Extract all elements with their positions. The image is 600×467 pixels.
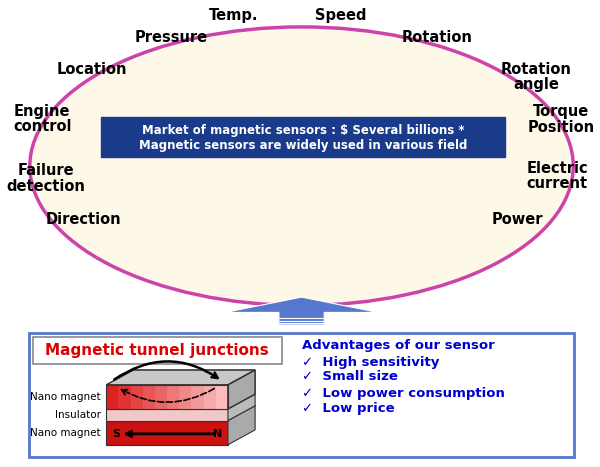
FancyBboxPatch shape bbox=[29, 333, 574, 457]
Text: Nano magnet: Nano magnet bbox=[30, 392, 101, 402]
Text: Torque: Torque bbox=[533, 104, 589, 120]
Text: ✓  Small size: ✓ Small size bbox=[302, 370, 397, 383]
Text: S: S bbox=[112, 429, 120, 439]
FancyBboxPatch shape bbox=[32, 338, 282, 364]
Polygon shape bbox=[179, 385, 191, 409]
Text: Pressure: Pressure bbox=[135, 30, 208, 45]
Text: ✓  High sensitivity: ✓ High sensitivity bbox=[302, 356, 439, 369]
Text: Speed: Speed bbox=[316, 8, 367, 23]
Polygon shape bbox=[191, 385, 203, 409]
Text: Engine: Engine bbox=[14, 104, 71, 120]
Ellipse shape bbox=[30, 27, 573, 305]
Text: Rotation: Rotation bbox=[501, 62, 572, 77]
Text: Nano magnet: Nano magnet bbox=[30, 428, 101, 438]
Text: ✓  Low power consumption: ✓ Low power consumption bbox=[302, 387, 505, 400]
Polygon shape bbox=[106, 385, 118, 409]
Text: detection: detection bbox=[6, 179, 85, 194]
Text: ✓  Low price: ✓ Low price bbox=[302, 402, 394, 415]
Polygon shape bbox=[106, 394, 255, 409]
Polygon shape bbox=[203, 385, 216, 409]
Text: Power: Power bbox=[492, 212, 544, 227]
Text: Magnetic sensors are widely used in various field: Magnetic sensors are widely used in vari… bbox=[139, 139, 467, 152]
Text: Magnetic tunnel junctions: Magnetic tunnel junctions bbox=[46, 343, 269, 359]
Text: Direction: Direction bbox=[46, 212, 121, 227]
FancyBboxPatch shape bbox=[101, 117, 505, 157]
Text: Insulator: Insulator bbox=[55, 410, 101, 420]
Polygon shape bbox=[228, 394, 255, 421]
Text: Position: Position bbox=[527, 120, 595, 135]
Text: control: control bbox=[13, 119, 71, 134]
Text: Market of magnetic sensors : $ Several billions *: Market of magnetic sensors : $ Several b… bbox=[142, 124, 464, 137]
Polygon shape bbox=[106, 406, 255, 421]
Polygon shape bbox=[225, 297, 378, 325]
Polygon shape bbox=[216, 385, 228, 409]
Polygon shape bbox=[118, 385, 131, 409]
Text: Rotation: Rotation bbox=[402, 30, 473, 45]
Text: Advantages of our sensor: Advantages of our sensor bbox=[302, 340, 494, 352]
Text: Failure: Failure bbox=[17, 163, 74, 178]
Polygon shape bbox=[106, 421, 228, 445]
Polygon shape bbox=[106, 409, 228, 421]
Polygon shape bbox=[143, 385, 155, 409]
Polygon shape bbox=[106, 370, 255, 385]
Text: N: N bbox=[213, 429, 222, 439]
Text: Electric: Electric bbox=[527, 161, 588, 176]
Text: current: current bbox=[527, 177, 588, 191]
Polygon shape bbox=[167, 385, 179, 409]
Polygon shape bbox=[155, 385, 167, 409]
Text: Temp.: Temp. bbox=[209, 8, 259, 23]
Polygon shape bbox=[228, 370, 255, 409]
Polygon shape bbox=[131, 385, 143, 409]
Text: Location: Location bbox=[57, 62, 127, 77]
Text: angle: angle bbox=[514, 78, 559, 92]
Polygon shape bbox=[228, 406, 255, 445]
